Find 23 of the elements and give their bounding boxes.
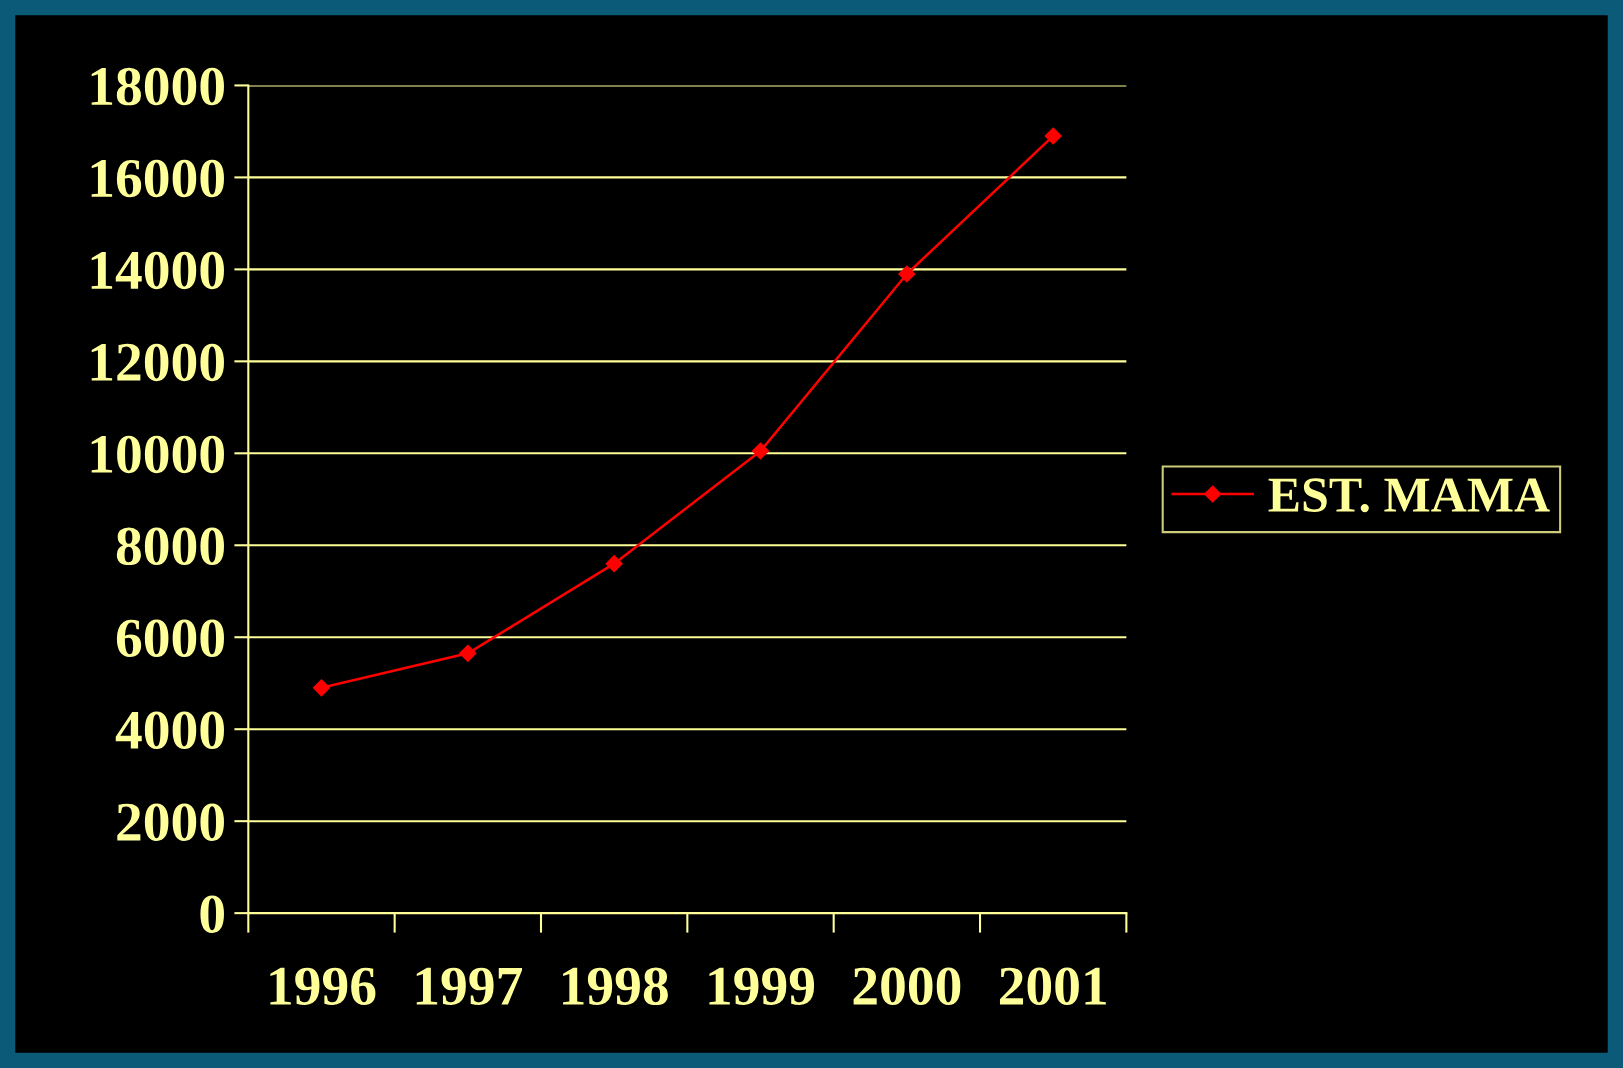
point bbox=[1044, 127, 1062, 145]
x-tick-label: 1999 bbox=[709, 967, 815, 1006]
y-tick-label: 6000 bbox=[116, 619, 224, 658]
x-tick-label: 1998 bbox=[563, 967, 668, 1006]
point bbox=[312, 679, 331, 697]
point bbox=[605, 555, 623, 573]
x-tick-label: 1997 bbox=[416, 967, 523, 1006]
point bbox=[898, 265, 916, 283]
x-tick-label: 2000 bbox=[853, 967, 961, 1006]
y-tick-label: 12000 bbox=[91, 343, 224, 382]
y-tick-label: 18000 bbox=[91, 67, 224, 106]
y-tick-label: 4000 bbox=[115, 711, 224, 750]
x-tick-label: 1996 bbox=[270, 967, 376, 1006]
y-tick-label: 0 bbox=[200, 895, 224, 933]
y-tick-label: 2000 bbox=[117, 803, 224, 841]
point bbox=[751, 442, 770, 460]
y-tick-label: 8000 bbox=[116, 527, 224, 566]
point bbox=[459, 644, 477, 662]
y-tick-label: 10000 bbox=[91, 435, 224, 474]
legend-label: EST. MAMA bbox=[1268, 478, 1550, 513]
y-tick-label: 14000 bbox=[91, 251, 224, 290]
x-tick-label: 2001 bbox=[999, 967, 1106, 1006]
y-tick-label: 16000 bbox=[91, 159, 224, 198]
